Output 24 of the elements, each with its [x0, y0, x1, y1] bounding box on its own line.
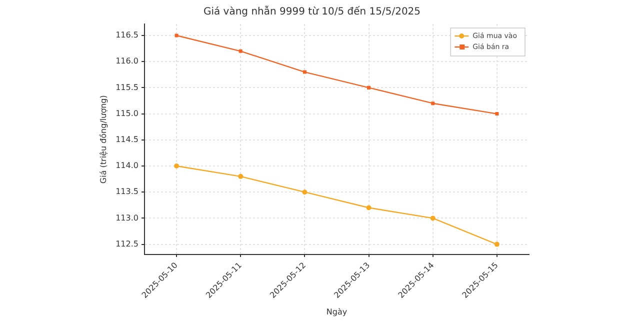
y-axis-title: Giá (triệu đồng/lượng): [98, 95, 108, 184]
point: [366, 205, 372, 210]
point: [431, 102, 435, 106]
y-tick-label: 113.5: [116, 187, 138, 196]
y-tick-label: 115.5: [116, 82, 138, 92]
point: [430, 216, 436, 221]
point: [367, 86, 371, 90]
y-tick-label: 115.0: [116, 108, 138, 118]
x-axis-title: Ngày: [326, 307, 348, 316]
point: [302, 70, 306, 74]
point: [494, 242, 500, 247]
point: [302, 190, 308, 195]
y-tick-label: 113.0: [116, 213, 138, 222]
chart-title: Giá vàng nhẫn 9999 từ 10/5 đến 15/5/2025: [203, 6, 421, 18]
point: [238, 49, 242, 53]
point: [174, 34, 178, 38]
point: [495, 112, 499, 116]
y-tick-label: 114.0: [116, 161, 138, 170]
y-tick-label: 114.5: [116, 134, 138, 144]
y-tick-label: 116.0: [116, 56, 138, 66]
y-tick-label: 116.5: [116, 30, 138, 40]
point: [238, 174, 244, 179]
y-tick-label: 112.5: [116, 239, 138, 248]
point: [174, 163, 180, 168]
